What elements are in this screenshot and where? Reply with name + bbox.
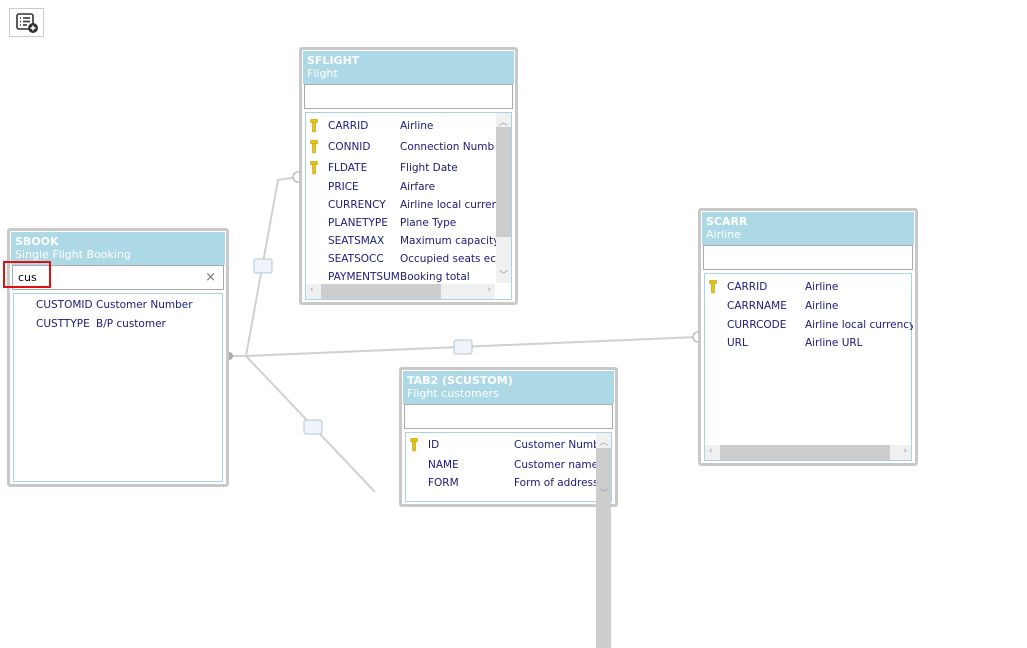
- table-name: SFLIGHT: [307, 54, 360, 67]
- field-description: Booking total: [400, 271, 470, 283]
- field-name: CARRID: [727, 281, 768, 293]
- field-description: Connection Numb: [400, 141, 495, 153]
- field-description: Customer Number: [96, 299, 193, 311]
- table-header[interactable]: SCARR Airline: [702, 212, 914, 245]
- field-description: B/P customer: [96, 318, 166, 330]
- field-description: Plane Type: [400, 217, 457, 229]
- field-filter-input[interactable]: [404, 404, 613, 429]
- field-name: URL: [727, 337, 748, 349]
- field-list: CARRID Airline CONNID Connection Numb FLDATE…: [305, 112, 512, 300]
- field-name: CARRNAME: [727, 300, 787, 312]
- primary-key-icon: [310, 161, 318, 175]
- field-name: PAYMENTSUM: [328, 271, 400, 283]
- field-description: Flight Date: [400, 162, 458, 174]
- horizontal-scrollbar[interactable]: ‹ ›: [306, 284, 495, 299]
- field-description: Customer Number: [514, 439, 598, 451]
- relation-handle-tab2: [303, 419, 323, 435]
- field-name: CURRCODE: [727, 319, 787, 331]
- field-name: CURRENCY: [328, 199, 386, 211]
- field-name: CUSTOMID: [36, 299, 93, 311]
- field-list: CARRID Airline CARRNAME Airline CURRCODE Airl…: [704, 273, 913, 461]
- table-sbook[interactable]: SBOOK Single Flight Booking cus × CUSTOMID…: [7, 228, 229, 487]
- table-header[interactable]: SFLIGHT Flight: [303, 51, 514, 84]
- field-name: PLANETYPE: [328, 217, 388, 229]
- field-name: CARRID: [328, 120, 369, 132]
- field-name: SEATSMAX: [328, 235, 385, 247]
- relation-handle-scarr: [453, 339, 473, 355]
- field-list: CUSTOMID Customer Number CUSTTYPE B/P custo…: [13, 293, 223, 482]
- table-header[interactable]: TAB2 (SCUSTOM) Flight customers: [403, 371, 614, 404]
- table-description: Single Flight Booking: [15, 248, 131, 261]
- table-name: SBOOK: [15, 235, 59, 248]
- vertical-scrollbar[interactable]: ︿ ﹀: [596, 433, 611, 648]
- table-sflight[interactable]: SFLIGHT Flight CARRID Airline CONNID Connect…: [299, 47, 518, 305]
- field-description: Airline: [805, 300, 839, 312]
- table-description: Airline: [706, 228, 741, 241]
- list-add-icon: [15, 12, 38, 33]
- relation-handle-sflight: [253, 258, 273, 274]
- primary-key-icon: [310, 140, 318, 154]
- field-filter-input[interactable]: [703, 245, 913, 270]
- field-filter-input[interactable]: [304, 84, 513, 109]
- table-name: SCARR: [706, 215, 748, 228]
- search-highlight-box: [3, 261, 51, 288]
- field-description: Airline local curren: [400, 199, 498, 211]
- field-name: FORM: [428, 477, 459, 489]
- primary-key-icon: [709, 280, 717, 294]
- field-description: Form of address: [514, 477, 598, 489]
- primary-key-icon: [410, 438, 418, 452]
- field-name: ID: [428, 439, 440, 451]
- add-table-button[interactable]: [9, 8, 44, 37]
- vertical-scrollbar[interactable]: ︿ ﹀: [496, 113, 511, 283]
- field-description: Airline URL: [805, 337, 863, 349]
- field-name: PRICE: [328, 181, 359, 193]
- field-filter-input[interactable]: cus ×: [12, 265, 224, 290]
- table-description: Flight: [307, 67, 338, 80]
- table-scarr[interactable]: SCARR Airline CARRID Airline CARRNAME Airlin…: [698, 208, 918, 466]
- field-name: CUSTTYPE: [36, 318, 90, 330]
- table-header[interactable]: SBOOK Single Flight Booking: [11, 232, 225, 265]
- primary-key-icon: [310, 119, 318, 133]
- field-description: Customer name: [514, 459, 598, 471]
- field-name: NAME: [428, 459, 459, 471]
- horizontal-scrollbar[interactable]: ‹ ›: [705, 445, 911, 460]
- field-description: Airline: [400, 120, 434, 132]
- field-description: Maximum capacity: [400, 235, 498, 247]
- table-name: TAB2 (SCUSTOM): [407, 374, 513, 387]
- table-tab2[interactable]: TAB2 (SCUSTOM) Flight customers ID Custome…: [399, 367, 618, 648]
- table-description: Flight customers: [407, 387, 499, 400]
- field-description: Airline local currency: [805, 319, 913, 331]
- clear-filter-icon[interactable]: ×: [205, 270, 216, 285]
- field-description: Occupied seats ec: [400, 253, 497, 265]
- field-name: FLDATE: [328, 162, 368, 174]
- field-description: Airline: [805, 281, 839, 293]
- field-description: Airfare: [400, 181, 436, 193]
- field-name: SEATSOCC: [328, 253, 384, 265]
- filter-value: cus: [18, 271, 37, 284]
- field-name: CONNID: [328, 141, 371, 153]
